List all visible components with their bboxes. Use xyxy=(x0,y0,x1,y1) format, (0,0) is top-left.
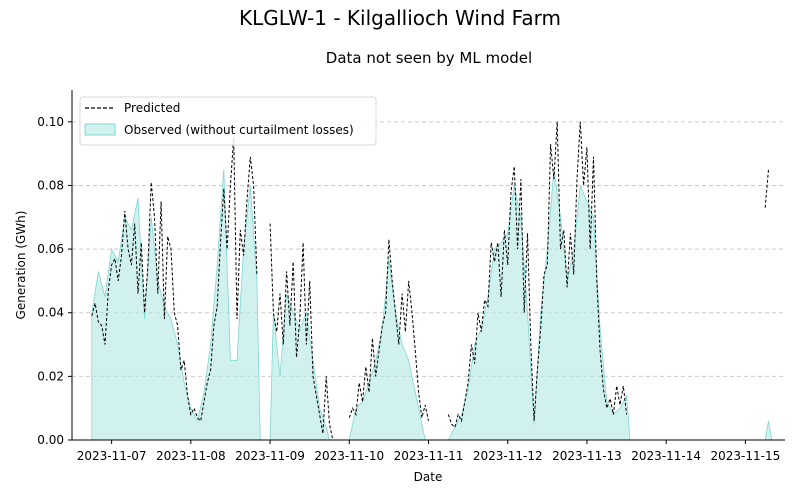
y-tick-label: 0.08 xyxy=(37,178,64,192)
legend-predicted-label: Predicted xyxy=(124,101,180,115)
predicted-line-segment xyxy=(91,137,258,422)
predicted-line-segment xyxy=(447,121,628,429)
predicted-line-segment xyxy=(764,169,769,208)
chart-suptitle: KLGLW-1 - Kilgallioch Wind Farm xyxy=(239,6,561,30)
x-tick-label: 2023-11-12 xyxy=(473,449,543,463)
y-tick-label: 0.00 xyxy=(37,433,64,447)
predicted-line-segment xyxy=(348,239,429,422)
y-axis-label: Generation (GWh) xyxy=(14,211,28,320)
legend-observed-swatch xyxy=(84,123,116,136)
observed-area-segment xyxy=(447,169,631,441)
observed-area-segment xyxy=(348,258,426,441)
x-tick-label: 2023-11-11 xyxy=(394,449,464,463)
x-tick-label: 2023-11-08 xyxy=(156,449,226,463)
legend-frame xyxy=(79,96,377,146)
x-tick-label: 2023-11-09 xyxy=(235,449,305,463)
x-tick-label: 2023-11-13 xyxy=(552,449,622,463)
y-tick-label: 0.06 xyxy=(37,242,64,256)
observed-area-segment xyxy=(91,169,261,441)
y-tick-label: 0.10 xyxy=(37,115,64,129)
x-tick-label: 2023-11-14 xyxy=(631,449,701,463)
x-axis-label: Date xyxy=(414,470,443,484)
x-tick-label: 2023-11-15 xyxy=(711,449,781,463)
y-tick-label: 0.02 xyxy=(37,369,64,383)
predicted-line-layer xyxy=(91,121,769,441)
chart-title: Data not seen by ML model xyxy=(326,49,532,67)
y-ticks: 0.00 0.02 0.04 0.06 0.08 0.10 xyxy=(37,115,72,447)
legend: Predicted Observed (without curtailment … xyxy=(79,96,377,146)
observed-area-layer xyxy=(91,169,773,441)
predicted-line-segment xyxy=(269,223,334,441)
observed-area-segment xyxy=(764,420,773,441)
y-tick-label: 0.04 xyxy=(37,306,64,320)
x-tick-label: 2023-11-07 xyxy=(77,449,147,463)
x-ticks: 2023-11-07 2023-11-08 2023-11-09 2023-11-10… xyxy=(77,440,781,463)
legend-observed-label: Observed (without curtailment losses) xyxy=(124,123,354,137)
x-tick-label: 2023-11-10 xyxy=(314,449,384,463)
observed-area-segment xyxy=(269,293,331,441)
